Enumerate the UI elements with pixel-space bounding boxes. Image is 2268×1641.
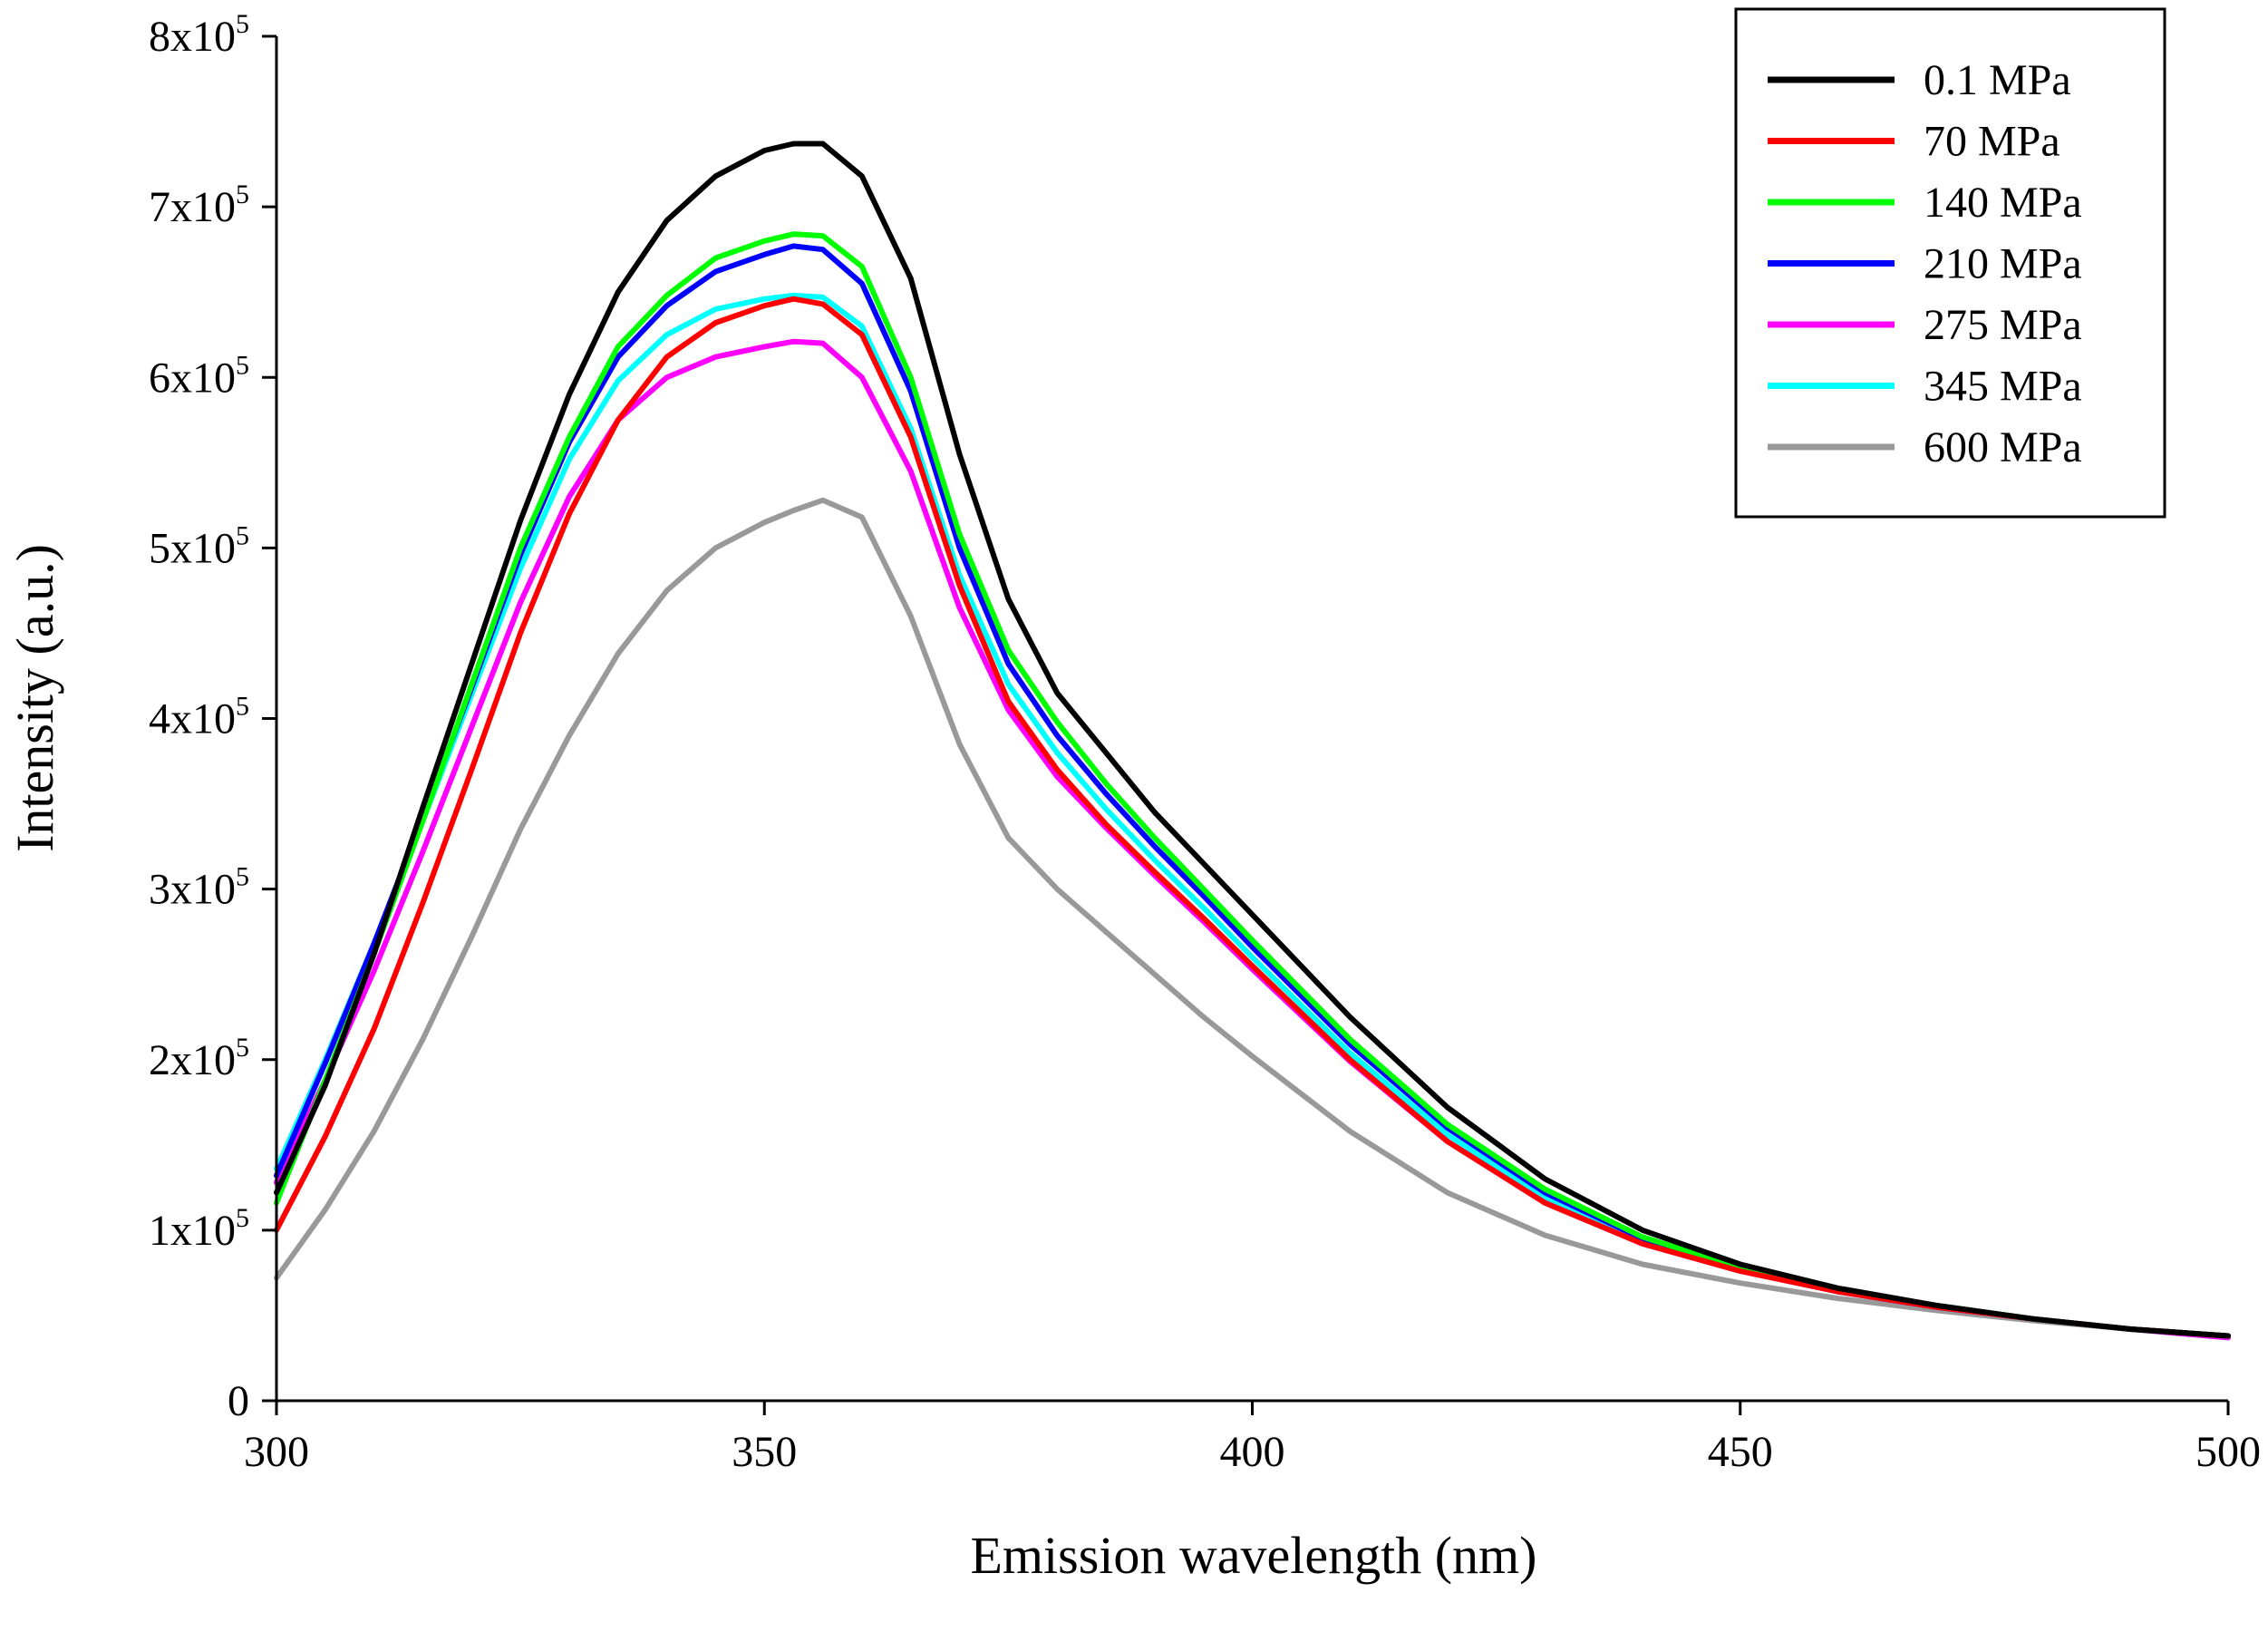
x-tick-label: 300 [244,1428,309,1476]
legend-label: 275 MPa [1924,301,2082,349]
x-tick-label: 500 [2195,1428,2261,1476]
legend: 0.1 MPa 70 MPa 140 MPa 210 MPa 275 MPa 345 MP… [1734,7,2166,519]
series-line-0-1-mpa [274,141,2231,1339]
series-line-70-mpa [274,296,2231,1339]
y-tick-label: 5x105 [149,520,249,572]
y-tick-label: 7x105 [149,180,249,231]
x-axis-title: Emission wavelength (nm) [970,1526,1536,1585]
legend-label: 70 MPa [1924,118,2060,166]
y-tick-label: 0 [228,1377,249,1425]
legend-label: 345 MPa [1924,363,2082,411]
axes: 0 1x105 2x105 3x105 4x105 5x105 6x105 7x105 8x10… [149,9,2261,1476]
y-tick-label: 1x105 [149,1203,249,1255]
series-line-140-mpa [274,231,2231,1339]
plot-area [274,141,2231,1341]
x-tick-label: 450 [1708,1428,1773,1476]
legend-label: 0.1 MPa [1924,56,2071,104]
y-tick-label: 3x105 [149,862,249,914]
y-tick-label: 6x105 [149,350,249,402]
y-axis-ticks: 0 1x105 2x105 3x105 4x105 5x105 6x105 7x105 8x10… [149,9,276,1425]
series-line-600-mpa [274,497,2231,1339]
x-tick-label: 400 [1220,1428,1285,1476]
legend-label: 600 MPa [1924,423,2082,471]
y-axis-title: Intensity (a.u.) [5,544,64,852]
legend-label: 140 MPa [1924,179,2082,227]
y-tick-label: 2x105 [149,1033,249,1084]
x-tick-label: 350 [732,1428,797,1476]
legend-label: 210 MPa [1924,240,2082,288]
y-tick-label: 8x105 [149,9,249,61]
y-tick-label: 4x105 [149,692,249,743]
x-axis-ticks: 300 350 400 450 500 [244,1401,2261,1476]
